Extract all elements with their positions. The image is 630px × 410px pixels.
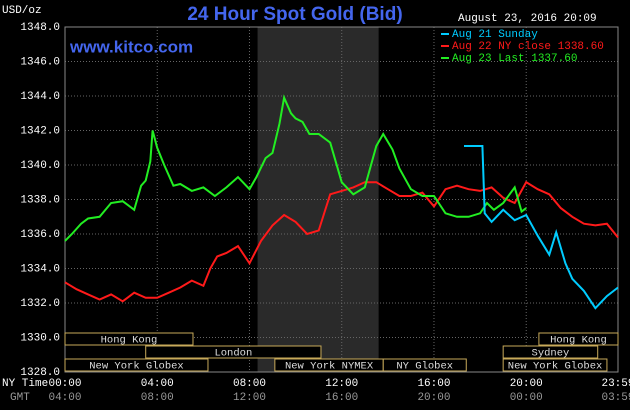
x-tick-label: 16:00	[417, 378, 450, 390]
session-box	[64, 332, 194, 346]
y-tick-label: 1348.0	[20, 22, 60, 34]
x-tick-label: 23:59	[601, 378, 630, 390]
website: www.kitco.com	[69, 37, 193, 56]
session-label: London	[214, 347, 252, 359]
x2-tick-label: 00:00	[510, 392, 543, 404]
y-axis-label: USD/oz	[2, 5, 42, 17]
session-label: Hong Kong	[550, 334, 607, 346]
session-box	[502, 358, 608, 372]
legend-label: Aug 21 Sunday	[452, 29, 538, 41]
x2-tick-label: 08:00	[141, 392, 174, 404]
session-box	[145, 345, 322, 359]
x2-tick-label: 20:00	[417, 392, 450, 404]
x2-tick-label: 16:00	[325, 392, 358, 404]
y-tick-label: 1332.0	[20, 298, 60, 310]
x2-row-label: GMT	[10, 392, 30, 404]
session-label: NY Globex	[396, 360, 453, 372]
y-tick-label: 1328.0	[20, 367, 60, 379]
x2-tick-label: 12:00	[233, 392, 266, 404]
session-box	[382, 358, 467, 372]
session-box	[538, 332, 619, 346]
x-row-label: NY Time	[2, 378, 48, 390]
y-tick-label: 1344.0	[20, 91, 60, 103]
y-tick-label: 1330.0	[20, 332, 60, 344]
y-tick-label: 1334.0	[20, 263, 60, 275]
x-tick-label: 00:00	[48, 378, 81, 390]
y-tick-label: 1336.0	[20, 229, 60, 241]
chart-title: 24 Hour Spot Gold (Bid)	[187, 4, 402, 25]
x-tick-label: 04:00	[141, 378, 174, 390]
series-line	[64, 180, 619, 303]
plot-frame	[64, 26, 619, 373]
session-label: New York NYMEX	[285, 360, 374, 372]
session-label: Hong Kong	[101, 334, 158, 346]
x2-tick-label: 04:00	[48, 392, 81, 404]
x2-tick-label: 03:59	[601, 392, 630, 404]
session-label: New York Globex	[508, 360, 603, 372]
legend-label: Aug 23 Last 1337.60	[452, 53, 577, 65]
x-tick-label: 12:00	[325, 378, 358, 390]
series-line	[464, 145, 619, 310]
x-tick-label: 20:00	[510, 378, 543, 390]
x-tick-label: 08:00	[233, 378, 266, 390]
y-tick-label: 1346.0	[20, 56, 60, 68]
legend-label: Aug 22 NY close 1338.60	[452, 41, 604, 53]
series-line	[64, 94, 527, 242]
session-box	[502, 345, 599, 359]
y-tick-label: 1338.0	[20, 194, 60, 206]
session-label: Sydney	[532, 347, 570, 359]
timestamp: August 23, 2016 20:09	[458, 13, 597, 25]
session-box	[64, 358, 209, 372]
shaded-region	[257, 27, 379, 372]
session-label: New York Globex	[89, 360, 184, 372]
y-tick-label: 1340.0	[20, 160, 60, 172]
y-tick-label: 1342.0	[20, 125, 60, 137]
